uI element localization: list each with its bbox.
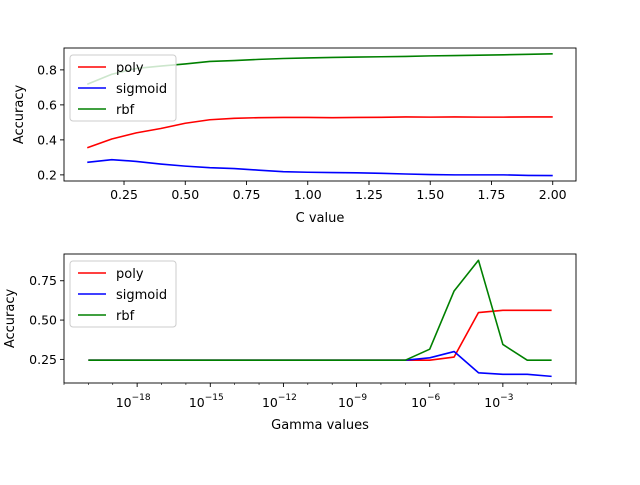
chart1-x-tick-label: 1.25 [355,187,383,202]
gamma-chart: 10−18 10−15 10−12 10−9 10−6 10−3 0.25 0.50 0.75 G… [3,253,577,433]
chart2-legend-label-sigmoid: sigmoid [116,288,167,303]
chart2-y-tick-label: 0.75 [29,273,57,288]
chart1-legend-label-poly: poly [116,61,144,76]
chart1-legend [69,54,177,122]
chart1-y-tick-label: 0.6 [37,97,57,112]
chart1-x-tick-label: 1.75 [478,187,506,202]
chart2-axes-frame [63,253,577,384]
chart2-y-axis-label: Accuracy [3,289,18,349]
chart2-y-tick-label: 0.25 [29,352,57,367]
c-value-chart: 0.25 0.50 0.75 1.00 1.25 1.50 1.75 2.00 0.2 0.4 0.… [12,47,577,226]
chart2-x-axis-label: Gamma values [271,418,369,433]
chart2-legend-label-rbf: rbf [116,309,135,324]
chart1-series-line-sigmoid [87,158,553,177]
chart1-x-tick-label: 0.50 [171,187,199,202]
chart2-legend-label-poly: poly [116,267,144,282]
chart1-x-tick-label: 2.00 [539,187,567,202]
chart1-legend-label-rbf: rbf [116,103,135,118]
chart2-y-tick-label: 0.50 [29,313,57,328]
chart1-x-tick-label: 1.00 [294,187,322,202]
chart2-series-line-rbf [88,259,552,361]
chart1-x-tick-label: 0.75 [233,187,261,202]
chart1-y-axis-label: Accuracy [12,85,27,145]
chart1-x-tick-label: 1.50 [416,187,444,202]
chart1-legend-label-sigmoid: sigmoid [116,82,167,97]
chart1-y-tick-label: 0.2 [37,167,57,182]
chart1-series-line-poly [87,116,553,149]
chart2-x-tick-label: 10−18 [116,393,151,410]
chart2-x-tick-label: 10−12 [262,393,297,410]
chart1-y-tick-label: 0.8 [37,62,57,77]
chart1-x-tick-label: 0.25 [110,187,138,202]
chart2-x-tick-label: 10−9 [338,393,367,410]
chart2-legend [69,260,177,328]
chart1-axes-frame [63,47,577,182]
chart1-x-axis-label: C value [296,211,345,226]
chart2-x-tick-label: 10−6 [411,393,440,410]
chart1-y-tick-label: 0.4 [37,132,57,147]
chart2-x-tick-label: 10−15 [189,393,224,410]
chart2-x-tick-label: 10−3 [484,393,513,410]
